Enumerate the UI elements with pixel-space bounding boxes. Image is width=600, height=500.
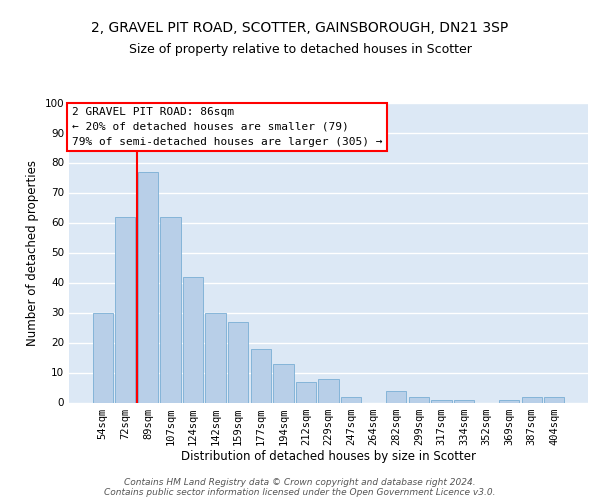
Bar [228, 322, 248, 402]
Bar [251, 348, 271, 403]
Bar [431, 400, 452, 402]
Bar [160, 216, 181, 402]
X-axis label: Distribution of detached houses by size in Scotter: Distribution of detached houses by size … [181, 450, 476, 464]
Text: Contains HM Land Registry data © Crown copyright and database right 2024.
Contai: Contains HM Land Registry data © Crown c… [104, 478, 496, 497]
Bar [386, 390, 406, 402]
Y-axis label: Number of detached properties: Number of detached properties [26, 160, 39, 346]
Bar [205, 312, 226, 402]
Bar [138, 172, 158, 402]
Bar [409, 396, 429, 402]
Bar [341, 396, 361, 402]
Bar [544, 396, 565, 402]
Bar [521, 396, 542, 402]
Bar [183, 276, 203, 402]
Bar [115, 216, 136, 402]
Text: Size of property relative to detached houses in Scotter: Size of property relative to detached ho… [128, 44, 472, 57]
Bar [499, 400, 519, 402]
Text: 2, GRAVEL PIT ROAD, SCOTTER, GAINSBOROUGH, DN21 3SP: 2, GRAVEL PIT ROAD, SCOTTER, GAINSBOROUG… [91, 20, 509, 34]
Bar [296, 382, 316, 402]
Bar [454, 400, 474, 402]
Text: 2 GRAVEL PIT ROAD: 86sqm
← 20% of detached houses are smaller (79)
79% of semi-d: 2 GRAVEL PIT ROAD: 86sqm ← 20% of detach… [71, 107, 382, 146]
Bar [319, 378, 338, 402]
Bar [92, 312, 113, 402]
Bar [273, 364, 293, 403]
